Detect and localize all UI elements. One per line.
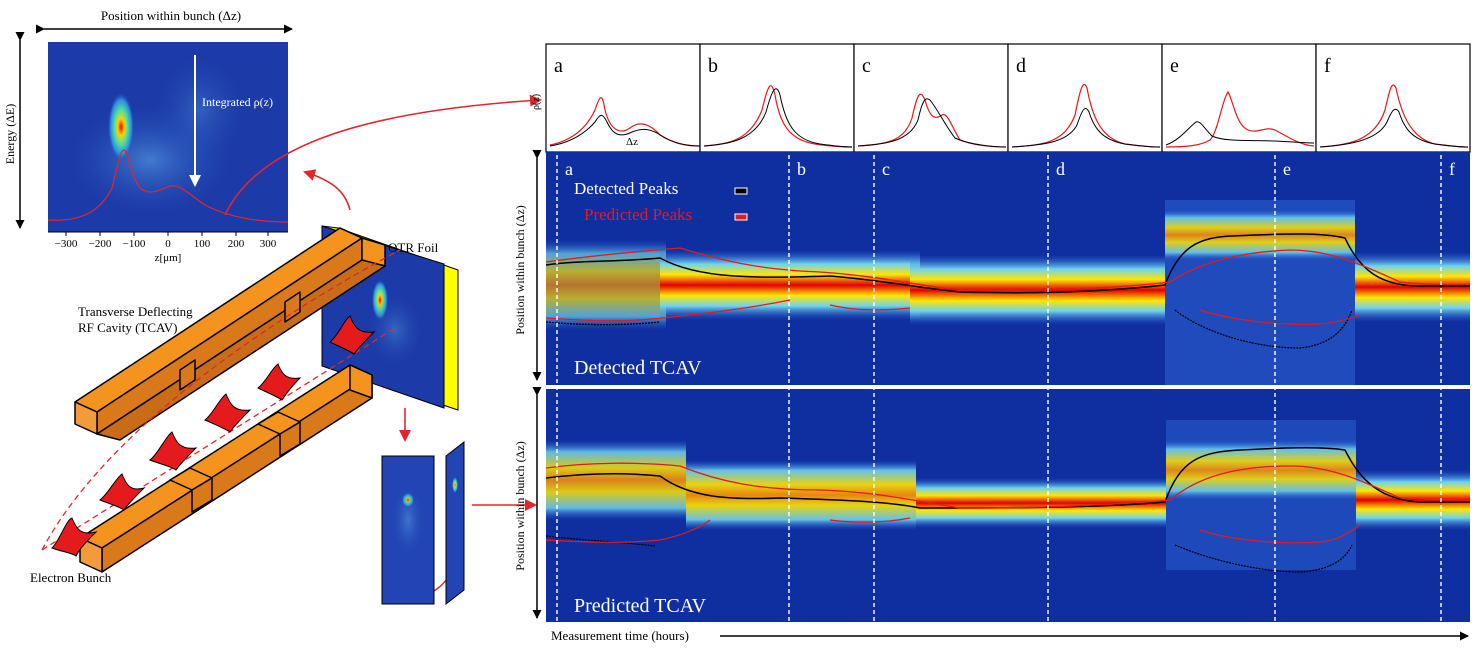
- tcav-label-line1: Transverse Deflecting: [78, 304, 193, 319]
- legend-detected-label: Detected Peaks: [574, 179, 678, 198]
- marker-letter: e: [1283, 159, 1291, 179]
- legend-predicted-label: Predicted Peaks: [584, 205, 692, 224]
- profile-panel-a: a ρ(z) Δz: [531, 43, 701, 153]
- profile-x-label: Δz: [626, 136, 638, 148]
- profile-y-label: ρ(z): [531, 94, 542, 110]
- x-tick-label: 200: [228, 238, 245, 250]
- marker-letter: d: [1056, 159, 1065, 179]
- x-tick-label: 300: [260, 238, 277, 250]
- profile-panel-e: e: [1161, 43, 1317, 153]
- otr-foil-label: OTR Foil: [388, 240, 439, 255]
- x-tick-label: −300: [55, 238, 78, 250]
- predicted-heatmap: Predicted TCAV: [546, 389, 1470, 622]
- time-markers: [556, 155, 1442, 622]
- integrated-profile-curve: [47, 149, 289, 223]
- beam-spot: [108, 93, 134, 161]
- panel-letter: e: [1170, 55, 1179, 77]
- marker-letter: a: [565, 159, 573, 179]
- electron-bunch-label: Electron Bunch: [30, 570, 112, 585]
- integrated-label: Integrated ρ(z): [202, 95, 273, 109]
- arrow-to-spectrometer: [303, 169, 351, 211]
- spectrometer-top-label: Position within bunch (Δz): [101, 8, 241, 23]
- spectrometer-side-label: Energy (ΔE): [3, 104, 17, 164]
- tcav-structure: [74, 227, 386, 573]
- panel-letter: f: [1324, 55, 1331, 77]
- x-tick-label: 0: [165, 238, 171, 250]
- profile-panel-f: f: [1315, 43, 1471, 153]
- x-axis-label: z[μm]: [155, 252, 182, 264]
- x-tick-label: −200: [89, 238, 112, 250]
- spectrometer-x-axis: −300 −200 −100 0 100 200 300 z[μm]: [48, 231, 288, 264]
- marker-letter: f: [1449, 159, 1455, 179]
- time-marker-letters: a b c d e f: [565, 159, 1455, 179]
- camera-screens: [381, 440, 465, 606]
- detected-y-label: Position within bunch (Δz): [513, 205, 527, 334]
- tcav-label-line2: RF Cavity (TCAV): [78, 320, 177, 335]
- marker-letter: b: [797, 159, 806, 179]
- panel-letter: d: [1016, 55, 1026, 77]
- profile-panel-b: b: [699, 43, 855, 153]
- detected-title: Detected TCAV: [574, 357, 702, 379]
- x-tick-label: −100: [123, 238, 146, 250]
- profile-panels: a ρ(z) Δz b c d e: [531, 43, 1471, 153]
- panel-letter: a: [554, 55, 563, 77]
- time-axis-label: Measurement time (hours): [551, 628, 689, 643]
- predicted-title: Predicted TCAV: [574, 595, 707, 617]
- legend-detected-swatch: [734, 187, 748, 195]
- detected-heatmap: Detected Peaks Predicted Peaks Detected …: [546, 152, 1470, 385]
- arrow-to-profiles: [224, 94, 542, 216]
- marker-letter: c: [882, 159, 890, 179]
- profile-panel-c: c: [853, 43, 1009, 153]
- heatmap-separator: [546, 385, 1470, 389]
- predicted-y-label: Position within bunch (Δz): [513, 441, 527, 570]
- x-tick-label: 100: [194, 238, 211, 250]
- spectrometer-panel: Position within bunch (Δz) Energy (ΔE) I…: [3, 8, 293, 264]
- panel-letter: c: [862, 55, 871, 77]
- panel-letter: b: [708, 55, 718, 77]
- profile-panel-d: d: [1007, 43, 1163, 153]
- legend-predicted-swatch: [734, 213, 748, 221]
- electron-bunches: [51, 315, 376, 557]
- beam-path-deflected: [41, 249, 401, 551]
